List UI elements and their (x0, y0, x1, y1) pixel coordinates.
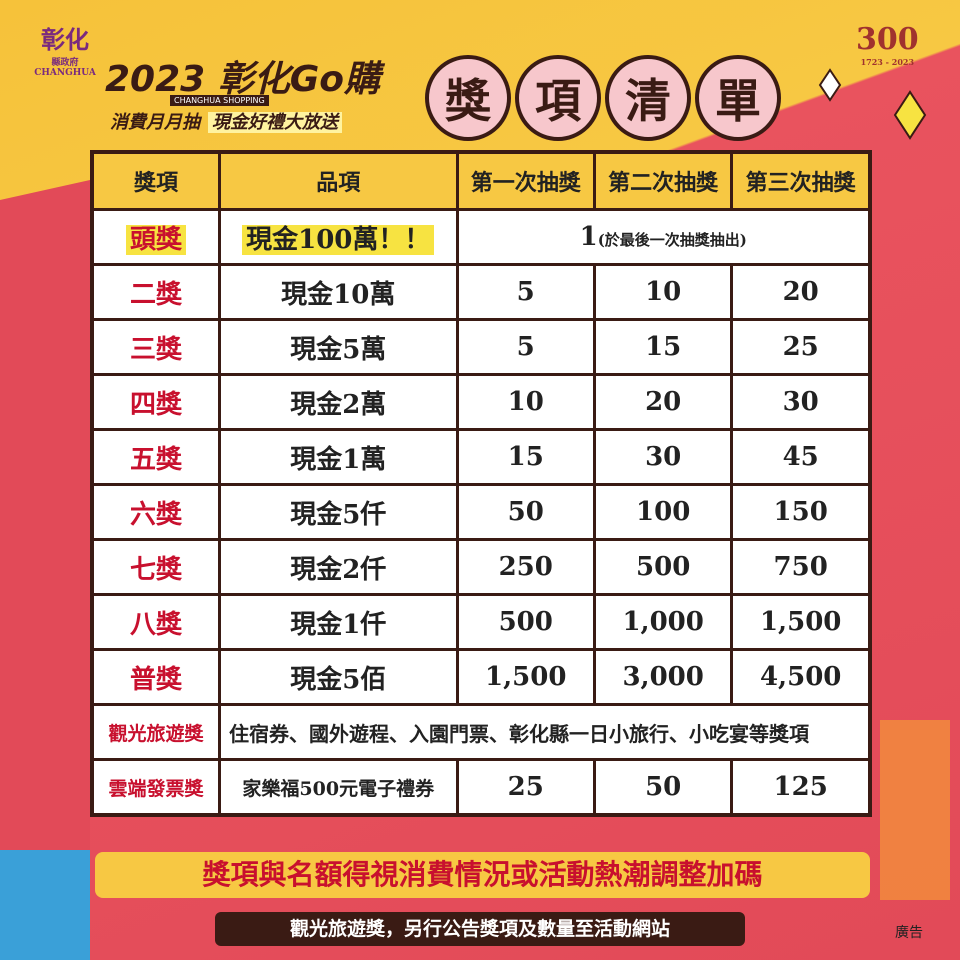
logo-en: CHANGHUA (34, 68, 96, 78)
prize-table: 獎項 品項 第一次抽獎 第二次抽獎 第三次抽獎頭獎 現金100萬！！ 1(於最後一次抽獎抽出… (90, 150, 872, 817)
title-en: CHANGHUA SHOPPING (170, 95, 269, 106)
prize-name: 觀光旅遊獎 (90, 703, 221, 761)
prize-name: 六獎 (90, 483, 221, 541)
column-header: 第一次抽獎 (455, 150, 596, 211)
logo: 彰化 縣政府 CHANGHUA (30, 20, 100, 78)
prize-name: 二獎 (90, 263, 221, 321)
prize-name: 四獎 (90, 373, 221, 431)
banner-char: 獎 (425, 55, 511, 141)
prize-desc: 住宿券、國外遊程、入園門票、彰化縣一日小旅行、小吃宴等獎項 (218, 703, 872, 761)
prize-row: 二獎 現金10萬 5 10 20 (90, 263, 872, 321)
logo-sub: 縣政府 (51, 58, 79, 68)
slogan-text: 消費月月抽 (110, 112, 200, 133)
prize-name: 七獎 (90, 538, 221, 596)
prize-item: 現金100萬！！ (218, 208, 459, 266)
notice: 獎項與名額得視消費情況或活動熱潮調整加碼 (95, 852, 870, 898)
count: 25 (730, 318, 872, 376)
column-header: 第二次抽獎 (592, 150, 734, 211)
prize-item: 家樂福500元電子禮券 (218, 758, 459, 817)
column-header: 品項 (218, 150, 459, 211)
prize-item: 現金5佰 (218, 648, 459, 706)
banner-char: 項 (515, 55, 601, 141)
prize-item: 現金5萬 (218, 318, 459, 376)
count: 45 (730, 428, 872, 486)
prize-name: 頭獎 (90, 208, 221, 266)
prize-row: 普獎 現金5佰 1,500 3,000 4,500 (90, 648, 872, 706)
prize-count: 1(於最後一次抽獎抽出) (455, 208, 872, 266)
banner: 獎項清單 (425, 55, 781, 141)
note: 觀光旅遊獎，另行公告獎項及數量至活動網站 (215, 912, 745, 946)
count: 1,000 (592, 593, 734, 651)
count: 10 (455, 373, 596, 431)
prize-row: 六獎 現金5仟 50 100 150 (90, 483, 872, 541)
count: 30 (592, 428, 734, 486)
logo-text: 彰化 (41, 25, 89, 54)
prize-row: 五獎 現金1萬 15 30 45 (90, 428, 872, 486)
prize-name-text: 頭獎 (125, 224, 186, 255)
slogan: 消費月月抽 現金好禮大放送 (110, 108, 342, 134)
prize-row: 觀光旅遊獎 住宿券、國外遊程、入園門票、彰化縣一日小旅行、小吃宴等獎項 (90, 703, 872, 761)
count: 125 (730, 758, 872, 817)
count: 15 (455, 428, 596, 486)
count: 5 (455, 318, 596, 376)
count: 500 (455, 593, 596, 651)
count: 15 (592, 318, 734, 376)
header-row: 獎項 品項 第一次抽獎 第二次抽獎 第三次抽獎 (90, 150, 872, 211)
prize-item: 現金5仟 (218, 483, 459, 541)
count: 20 (592, 373, 734, 431)
prize-row: 三獎 現金5萬 5 15 25 (90, 318, 872, 376)
prize-row: 四獎 現金2萬 10 20 30 (90, 373, 872, 431)
count: 1 (579, 222, 598, 252)
anniversary-years: 1723 - 2023 (860, 57, 915, 67)
count: 25 (455, 758, 596, 817)
ad-label: 廣告 (895, 925, 923, 941)
column-header: 第三次抽獎 (730, 150, 872, 211)
prize-name: 普獎 (90, 648, 221, 706)
prize-name: 雲端發票獎 (90, 758, 221, 817)
count: 250 (455, 538, 596, 596)
prize-item: 現金2仟 (218, 538, 459, 596)
count: 3,000 (592, 648, 734, 706)
count: 4,500 (730, 648, 872, 706)
slogan-text: 現金好禮大放送 (208, 112, 342, 133)
banner-char: 單 (695, 55, 781, 141)
prize-item: 現金1萬 (218, 428, 459, 486)
prize-name: 八獎 (90, 593, 221, 651)
count: 750 (730, 538, 872, 596)
count: 500 (592, 538, 734, 596)
count: 100 (592, 483, 734, 541)
anniversary: 300 (856, 22, 919, 57)
column-header: 獎項 (90, 150, 221, 211)
prize-item: 現金10萬 (218, 263, 459, 321)
count: 50 (592, 758, 734, 817)
count: 20 (730, 263, 872, 321)
count: 150 (730, 483, 872, 541)
prize-item-text: 現金100萬！！ (242, 224, 435, 255)
count: 50 (455, 483, 596, 541)
count: 5 (455, 263, 596, 321)
count: 1,500 (730, 593, 872, 651)
prize-item: 現金2萬 (218, 373, 459, 431)
count-note: (於最後一次抽獎抽出) (597, 231, 747, 249)
count: 30 (730, 373, 872, 431)
banner-char: 清 (605, 55, 691, 141)
count: 1,500 (455, 648, 596, 706)
prize-name: 三獎 (90, 318, 221, 376)
prize-item: 現金1仟 (218, 593, 459, 651)
anniversary-logo: 300 1723 - 2023 (856, 22, 919, 67)
count: 10 (592, 263, 734, 321)
prize-row: 八獎 現金1仟 500 1,000 1,500 (90, 593, 872, 651)
prize-name: 五獎 (90, 428, 221, 486)
title: 2023 彰化Go購 (105, 59, 381, 100)
prize-row: 七獎 現金2仟 250 500 750 (90, 538, 872, 596)
prize-row: 雲端發票獎 家樂福500元電子禮券 25 50 125 (90, 758, 872, 817)
prize-row: 頭獎 現金100萬！！ 1(於最後一次抽獎抽出) (90, 208, 872, 266)
